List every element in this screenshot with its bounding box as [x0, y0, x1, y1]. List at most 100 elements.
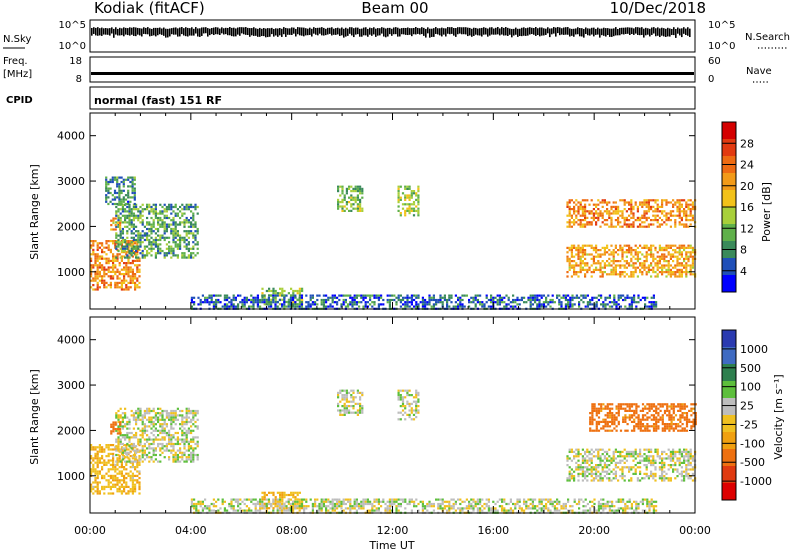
- echo-cell: [643, 264, 646, 267]
- echo-cell: [226, 294, 229, 297]
- echo-cell: [689, 255, 692, 258]
- echo-cell: [608, 212, 611, 215]
- echo-cell: [94, 259, 97, 262]
- echo-cell: [595, 301, 598, 304]
- echo-cell: [581, 244, 584, 247]
- echo-cell: [454, 500, 457, 503]
- echo-cell: [426, 505, 429, 508]
- noise-sample: [591, 27, 593, 35]
- echo-cell: [672, 253, 675, 256]
- echo-cell: [150, 236, 153, 239]
- echo-cell: [132, 214, 135, 217]
- echo-region: [566, 244, 697, 278]
- echo-cell: [599, 266, 602, 269]
- echo-cell: [139, 214, 142, 217]
- echo-cell: [656, 251, 659, 254]
- echo-cell: [139, 412, 142, 415]
- echo-cell: [119, 216, 122, 220]
- echo-cell: [417, 409, 420, 412]
- echo-cell: [283, 303, 286, 306]
- echo-cell: [245, 498, 248, 501]
- echo-cell: [122, 198, 125, 201]
- echo-cell: [130, 460, 133, 463]
- echo-cell: [120, 490, 123, 493]
- echo-cell: [168, 245, 171, 248]
- echo-cell: [281, 500, 284, 503]
- echo-cell: [190, 247, 193, 250]
- echo-cell: [485, 294, 488, 297]
- noise-sample: [301, 27, 303, 36]
- echo-cell: [183, 445, 186, 448]
- echo-cell: [161, 412, 164, 415]
- echo-cell: [146, 418, 149, 421]
- noise-sample: [551, 28, 553, 35]
- echo-cell: [595, 268, 598, 271]
- echo-cell: [199, 500, 202, 503]
- echo-cell: [348, 209, 351, 212]
- echo-cell: [366, 294, 369, 297]
- echo-cell: [124, 249, 127, 253]
- echo-cell: [373, 294, 376, 297]
- echo-cell: [501, 301, 504, 304]
- echo-cell: [641, 221, 644, 224]
- echo-cell: [614, 246, 617, 249]
- echo-cell: [612, 260, 615, 263]
- noise-sample: [581, 28, 583, 37]
- echo-cell: [632, 273, 635, 276]
- echo-cell: [116, 284, 119, 287]
- echo-cell: [90, 266, 93, 269]
- noise-sample: [285, 27, 287, 37]
- echo-cell: [412, 190, 416, 193]
- echo-cell: [193, 502, 196, 506]
- echo-cell: [691, 214, 694, 217]
- echo-cell: [250, 301, 253, 304]
- echo-cell: [292, 496, 295, 499]
- echo-cell: [606, 210, 609, 213]
- echo-cell: [597, 294, 600, 297]
- echo-cell: [154, 214, 157, 217]
- echo-cell: [192, 212, 195, 215]
- echo-cell: [170, 208, 173, 211]
- echo-cell: [137, 245, 140, 248]
- echo-cell: [221, 500, 224, 503]
- echo-cell: [219, 294, 222, 297]
- echo-cell: [595, 216, 598, 219]
- echo-cell: [476, 502, 479, 506]
- echo-cell: [336, 502, 339, 506]
- echo-cell: [196, 409, 199, 413]
- echo-cell: [591, 303, 594, 306]
- echo-cell: [192, 219, 195, 222]
- echo-cell: [652, 255, 655, 258]
- echo-cell: [146, 234, 149, 237]
- echo-cell: [181, 438, 184, 441]
- echo-cell: [112, 423, 115, 426]
- noise-sample: [127, 28, 129, 36]
- noise-sample: [571, 28, 573, 36]
- echo-cell: [619, 246, 622, 249]
- echo-cell: [204, 507, 207, 510]
- echo-cell: [116, 257, 119, 260]
- echo-cell: [105, 240, 108, 243]
- echo-cell: [608, 257, 611, 260]
- echo-cell: [371, 507, 374, 510]
- echo-cell: [538, 294, 541, 297]
- echo-cell: [592, 212, 595, 215]
- echo-cell: [564, 296, 567, 299]
- echo-cell: [132, 212, 135, 215]
- echo-cell: [439, 507, 442, 510]
- echo-cell: [168, 249, 171, 253]
- echo-cell: [364, 502, 367, 506]
- echo-cell: [551, 294, 554, 297]
- echo-cell: [417, 400, 420, 403]
- echo-cell: [603, 271, 606, 274]
- echo-cell: [112, 228, 115, 231]
- echo-cell: [338, 505, 341, 508]
- echo-cell: [252, 303, 255, 306]
- echo-cell: [415, 400, 418, 403]
- echo-cell: [581, 253, 584, 256]
- echo-cell: [152, 230, 155, 233]
- noise-sample: [113, 28, 115, 38]
- echo-cell: [406, 394, 409, 397]
- noise-sample: [143, 27, 145, 34]
- echo-cell: [133, 183, 136, 186]
